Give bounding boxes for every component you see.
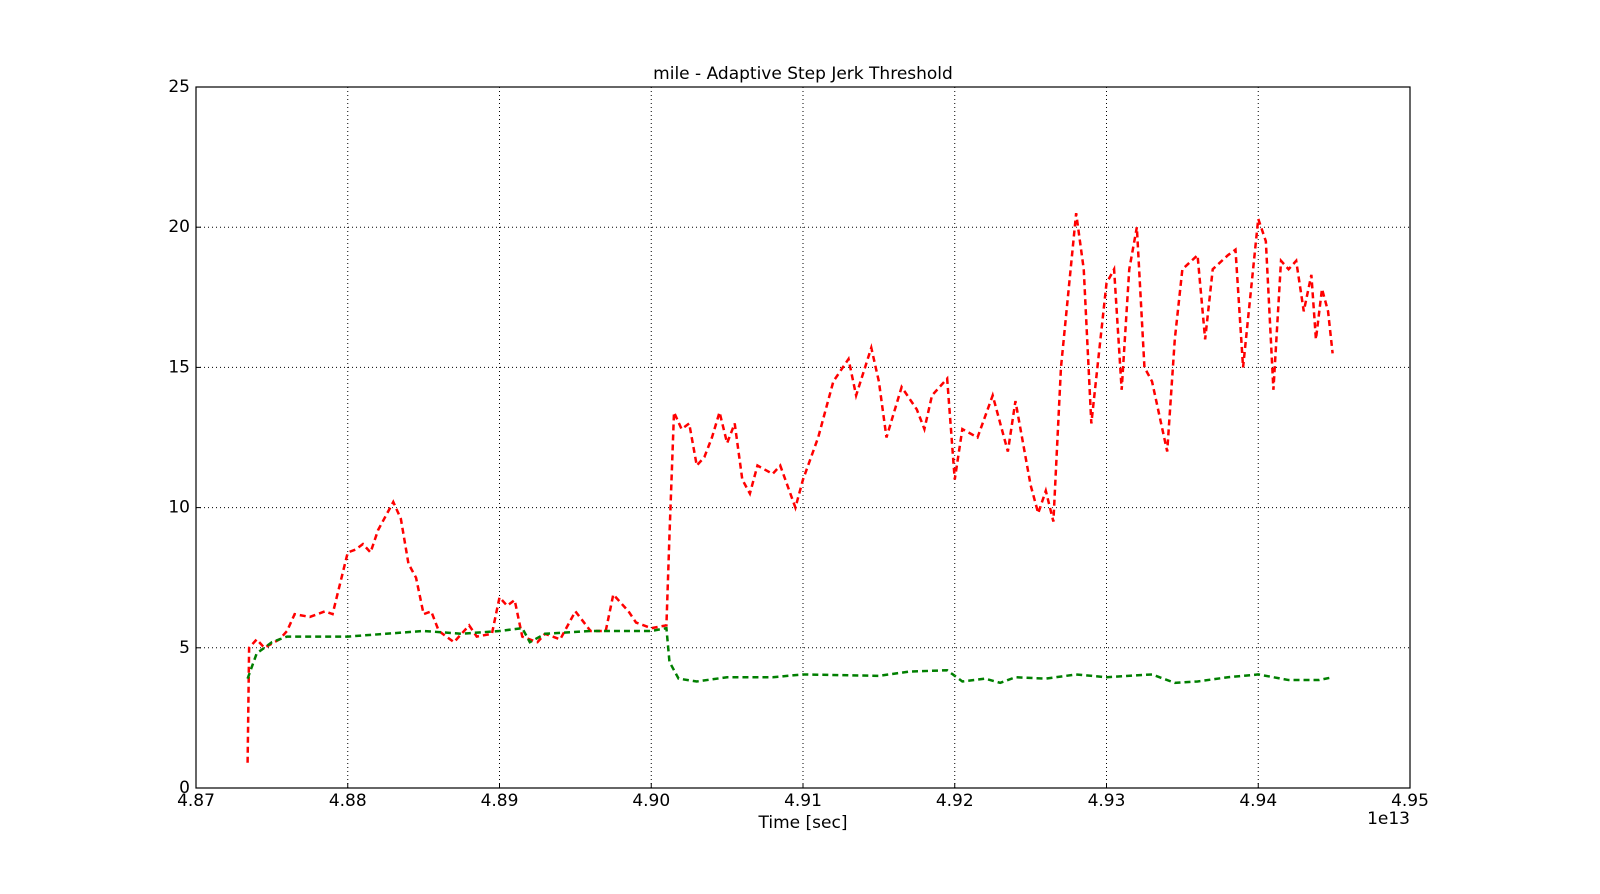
y-tick-label: 25 (168, 77, 190, 97)
y-tick-label: 0 (179, 778, 190, 798)
y-tick-label: 5 (179, 638, 190, 658)
x-tick-label: 4.94 (1239, 791, 1277, 811)
y-tick-label: 10 (168, 498, 190, 518)
x-tick-label: 4.95 (1391, 791, 1429, 811)
x-tick-label: 4.92 (936, 791, 974, 811)
x-tick-label: 4.91 (784, 791, 822, 811)
data-line (246, 213, 1334, 763)
y-tick-label: 20 (168, 217, 190, 237)
x-tick-label: 4.93 (1088, 791, 1126, 811)
x-tick-label: 4.87 (177, 791, 215, 811)
x-offset-label: 1e13 (1367, 809, 1410, 829)
plot-frame (195, 86, 1411, 789)
x-axis-label: Time [sec] (758, 813, 848, 833)
x-tick-label: 4.89 (481, 791, 519, 811)
data-line (246, 626, 1333, 685)
y-tick-label: 15 (168, 357, 190, 377)
chart-title: mile - Adaptive Step Jerk Threshold (653, 64, 953, 84)
x-tick-label: 4.90 (632, 791, 670, 811)
x-tick-label: 4.88 (329, 791, 367, 811)
